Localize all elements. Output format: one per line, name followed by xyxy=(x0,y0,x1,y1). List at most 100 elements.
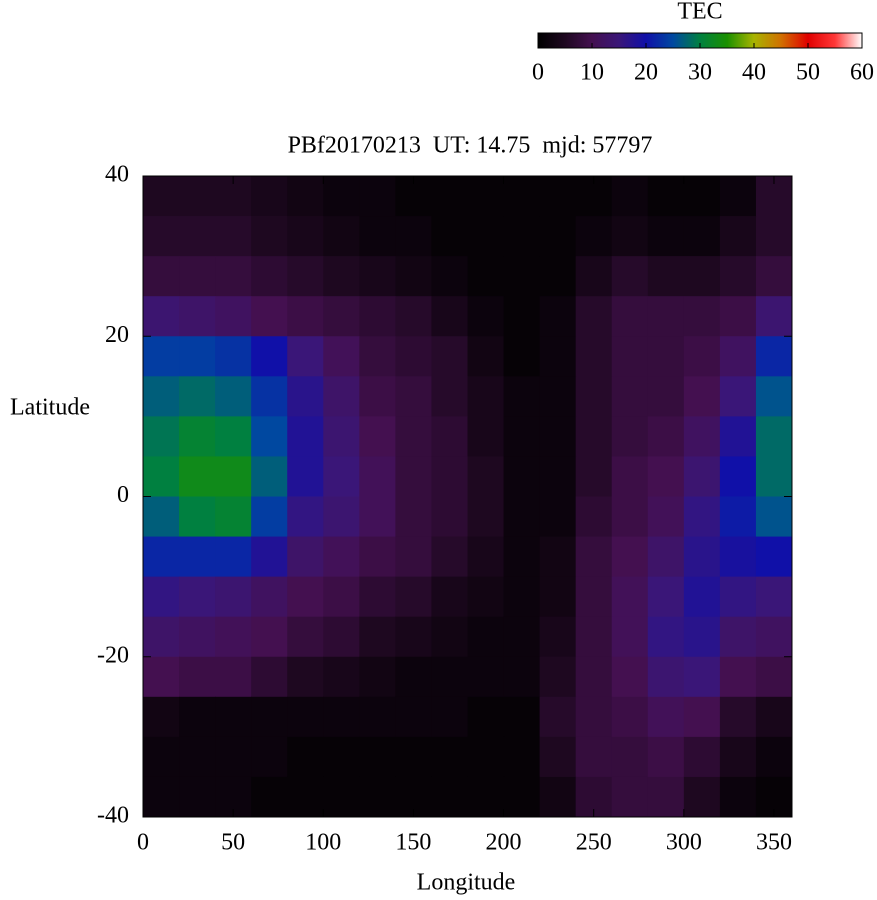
heat-cell xyxy=(719,376,757,417)
heat-cell xyxy=(287,696,324,738)
heat-cell xyxy=(647,216,685,257)
heat-cell xyxy=(143,256,180,297)
heat-cell xyxy=(539,456,577,497)
heat-cell xyxy=(215,256,252,297)
heat-cell xyxy=(683,456,721,497)
heat-cell xyxy=(755,216,793,257)
heat-cell xyxy=(755,416,793,457)
heat-cell xyxy=(719,656,757,698)
heat-cell xyxy=(143,376,180,417)
heat-cell xyxy=(287,656,324,698)
heat-cell xyxy=(539,336,577,377)
heat-cell xyxy=(143,416,180,457)
heat-cell xyxy=(755,576,793,618)
heat-cell xyxy=(647,576,685,618)
heat-cell xyxy=(323,256,360,297)
heat-cell xyxy=(287,536,324,578)
heat-cell xyxy=(539,776,577,818)
heat-cell xyxy=(539,376,577,417)
heat-cell xyxy=(395,656,432,698)
heat-cell xyxy=(683,176,721,217)
heat-cell xyxy=(359,696,396,738)
heat-cell xyxy=(467,256,505,297)
heat-cell xyxy=(467,696,505,738)
colorbar-tick-label: 40 xyxy=(742,60,766,86)
heat-cell xyxy=(467,376,505,417)
heat-cell xyxy=(467,176,505,217)
heat-cell xyxy=(539,216,577,257)
heat-cell xyxy=(215,736,252,778)
heat-cell xyxy=(719,496,757,538)
heat-cell xyxy=(503,736,541,778)
heat-cell xyxy=(503,176,541,217)
heat-cell xyxy=(359,536,396,578)
heat-cell xyxy=(575,576,613,618)
y-tick-label: 40 xyxy=(105,162,129,188)
y-tick-label: 20 xyxy=(105,322,129,348)
heat-cell xyxy=(539,496,577,538)
heat-cell xyxy=(467,216,505,257)
heat-cell xyxy=(359,296,396,337)
heat-cell xyxy=(287,616,324,658)
heat-cell xyxy=(359,456,396,497)
heat-cell xyxy=(611,736,649,778)
heat-cell xyxy=(251,776,288,818)
heat-cell xyxy=(719,696,757,738)
colorbar-tick-label: 20 xyxy=(634,60,658,86)
heat-cell xyxy=(431,376,468,417)
heat-cell xyxy=(575,256,613,297)
heat-cell xyxy=(467,576,505,618)
heat-cell xyxy=(431,336,468,377)
heat-cell xyxy=(575,376,613,417)
heat-cell xyxy=(251,216,288,257)
heat-cell xyxy=(359,416,396,457)
heat-cell xyxy=(359,776,396,818)
heat-cell xyxy=(143,456,180,497)
heat-cell xyxy=(431,216,468,257)
heat-cell xyxy=(683,496,721,538)
heat-cell xyxy=(539,256,577,297)
heat-cell xyxy=(215,456,252,497)
x-tick-label: 350 xyxy=(756,830,792,856)
heat-cell xyxy=(647,336,685,377)
heat-cell xyxy=(395,216,432,257)
heat-cell xyxy=(719,176,757,217)
heat-cell xyxy=(359,256,396,297)
heat-cell xyxy=(215,296,252,337)
heat-cell xyxy=(719,336,757,377)
heat-cell xyxy=(251,576,288,618)
heat-cell xyxy=(179,376,216,417)
heat-cell xyxy=(503,256,541,297)
heat-cell xyxy=(143,776,180,818)
heat-cell xyxy=(431,456,468,497)
heat-cell xyxy=(287,736,324,778)
heat-cell xyxy=(179,416,216,457)
heat-cell xyxy=(503,576,541,618)
x-tick-label: 0 xyxy=(137,830,149,856)
heat-cell xyxy=(215,656,252,698)
heat-cell xyxy=(215,336,252,377)
heat-cell xyxy=(251,176,288,217)
heat-cell xyxy=(287,376,324,417)
heat-cell xyxy=(179,176,216,217)
heat-cell xyxy=(575,496,613,538)
x-tick-label: 300 xyxy=(666,830,702,856)
heat-cell xyxy=(215,416,252,457)
heat-cell xyxy=(179,616,216,658)
heat-cell xyxy=(251,296,288,337)
heat-cell xyxy=(683,656,721,698)
x-axis-label: Longitude xyxy=(417,870,516,896)
heat-cell xyxy=(431,496,468,538)
heat-cell xyxy=(539,176,577,217)
heat-cell xyxy=(539,576,577,618)
heat-cell xyxy=(647,176,685,217)
heat-cell xyxy=(287,776,324,818)
heat-cell xyxy=(359,736,396,778)
x-tick-label: 50 xyxy=(221,830,245,856)
heat-cell xyxy=(611,496,649,538)
heat-cell xyxy=(719,456,757,497)
heat-cell xyxy=(251,376,288,417)
heat-cell xyxy=(683,536,721,578)
heat-cell xyxy=(575,656,613,698)
y-tick-label: 0 xyxy=(117,482,129,508)
